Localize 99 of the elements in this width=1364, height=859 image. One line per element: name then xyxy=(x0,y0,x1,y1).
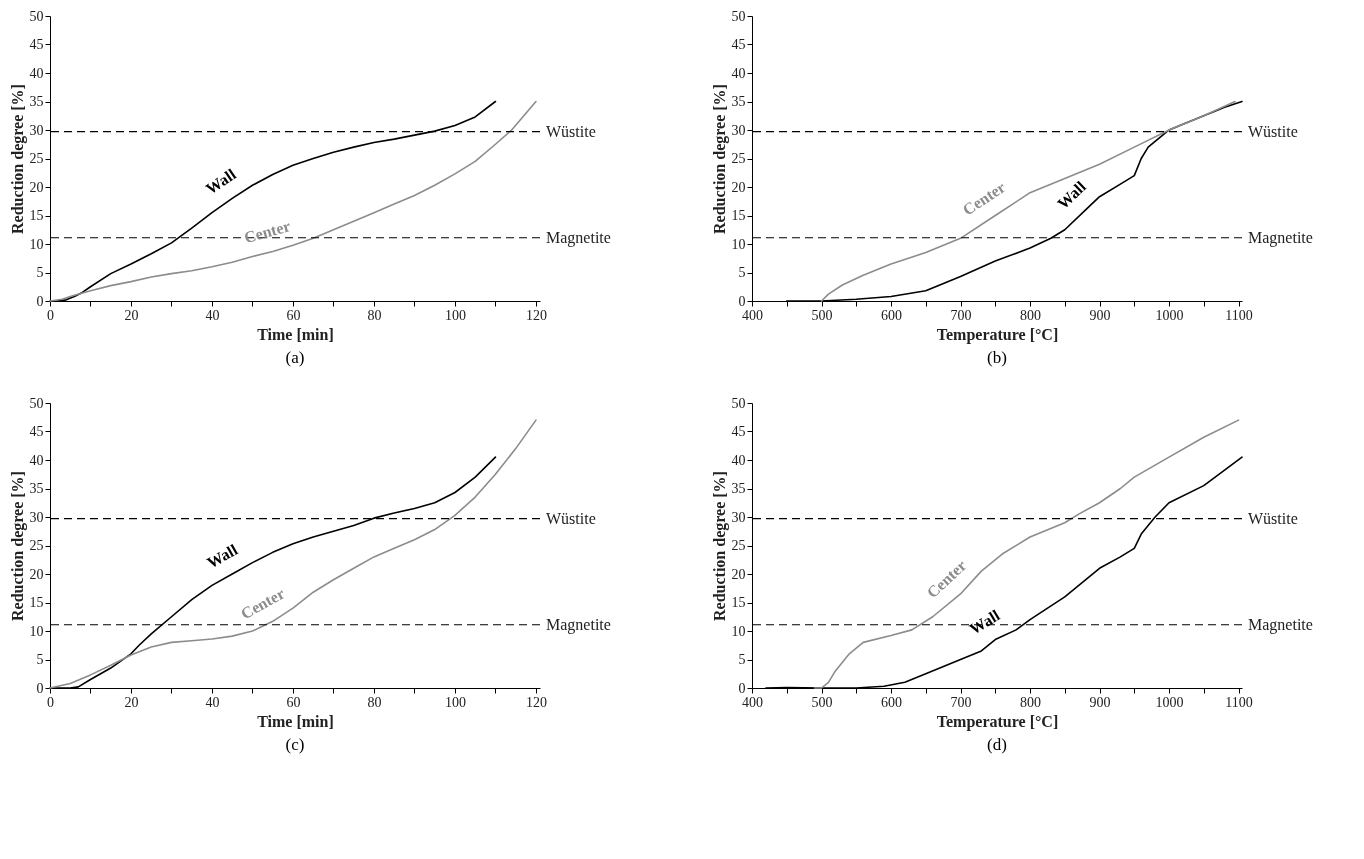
y-tick-label: 25 xyxy=(29,151,44,166)
x-tick-label: 700 xyxy=(950,307,972,323)
x-tick-label: 700 xyxy=(950,694,972,710)
x-tick-label: 0 xyxy=(47,307,54,323)
x-tick-label: 800 xyxy=(1020,307,1042,323)
y-tick-label: 0 xyxy=(36,680,44,696)
x-tick-label: 0 xyxy=(47,694,54,710)
text: Wall xyxy=(1054,177,1090,213)
x-axis-title: Temperature [°C] xyxy=(936,712,1059,731)
y-tick-label: 40 xyxy=(29,65,44,81)
x-tick-label: 1100 xyxy=(1225,694,1253,710)
x-tick-label: 120 xyxy=(525,694,547,710)
y-tick-label: 30 xyxy=(731,122,746,138)
y-tick-label: 5 xyxy=(738,652,746,667)
ref-line-label: Wüstite xyxy=(546,122,596,140)
x-tick-label: 80 xyxy=(367,694,382,710)
x-tick-label: 400 xyxy=(742,307,763,323)
x-tick-label: 80 xyxy=(367,307,382,323)
y-tick-label: 30 xyxy=(29,509,44,525)
y-tick-label: 50 xyxy=(29,8,44,24)
y-tick-label: 10 xyxy=(29,236,44,252)
x-tick-label: 1100 xyxy=(1225,307,1253,323)
y-tick-label: 50 xyxy=(29,395,44,411)
ref-line-label: Magnetite xyxy=(546,615,611,634)
y-axis-title: Reduction degree [%] xyxy=(8,471,27,621)
y-tick-label: 45 xyxy=(731,37,746,52)
x-tick-label: 400 xyxy=(742,694,763,710)
x-tick-label: 900 xyxy=(1089,307,1111,323)
text: (b) xyxy=(987,348,1007,367)
y-tick-label: 40 xyxy=(731,65,746,81)
y-tick-label: 20 xyxy=(731,179,746,195)
y-tick-label: 0 xyxy=(738,680,746,696)
y-tick-label: 50 xyxy=(731,395,746,411)
x-tick-label: 60 xyxy=(286,307,301,323)
y-axis-title: Reduction degree [%] xyxy=(710,471,729,621)
ref-line-label: Wüstite xyxy=(1248,122,1298,140)
ref-line-label: Wüstite xyxy=(546,509,596,527)
y-tick-label: 15 xyxy=(29,208,44,223)
y-tick-label: 5 xyxy=(36,652,44,667)
y-tick-label: 20 xyxy=(29,179,44,195)
y-tick-label: 10 xyxy=(29,623,44,639)
ref-line-label: Magnetite xyxy=(1248,615,1313,634)
y-tick-label: 40 xyxy=(29,452,44,468)
y-axis-title: Reduction degree [%] xyxy=(710,84,729,234)
y-tick-label: 30 xyxy=(29,122,44,138)
x-axis-title: Time [min] xyxy=(257,325,334,343)
y-tick-label: 15 xyxy=(731,208,746,223)
y-tick-label: 30 xyxy=(731,509,746,525)
y-tick-label: 35 xyxy=(731,94,746,109)
text: (c) xyxy=(285,735,305,754)
y-tick-label: 35 xyxy=(29,94,44,109)
x-tick-label: 40 xyxy=(205,307,220,323)
x-tick-label: 20 xyxy=(124,307,139,323)
y-tick-label: 5 xyxy=(738,265,746,280)
y-tick-label: 35 xyxy=(29,481,44,496)
ref-line-label: Magnetite xyxy=(546,228,611,247)
x-tick-label: 900 xyxy=(1089,694,1111,710)
x-axis-title: Time [min] xyxy=(257,712,334,730)
y-tick-label: 0 xyxy=(738,293,746,309)
x-tick-label: 1000 xyxy=(1155,307,1184,323)
y-tick-label: 35 xyxy=(731,481,746,496)
y-tick-label: 10 xyxy=(731,623,746,639)
x-tick-label: 60 xyxy=(286,694,301,710)
y-tick-label: 0 xyxy=(36,293,44,309)
y-tick-label: 15 xyxy=(29,595,44,610)
text: Wall xyxy=(966,606,1004,638)
y-tick-label: 25 xyxy=(731,151,746,166)
text: (a) xyxy=(285,348,305,367)
x-tick-label: 100 xyxy=(444,694,466,710)
text: (d) xyxy=(987,735,1007,754)
x-tick-label: 600 xyxy=(881,307,903,323)
x-tick-label: 500 xyxy=(811,307,833,323)
y-tick-label: 20 xyxy=(731,566,746,582)
x-tick-label: 600 xyxy=(881,694,903,710)
x-tick-label: 800 xyxy=(1020,694,1042,710)
text: Center xyxy=(242,217,293,247)
y-tick-label: 15 xyxy=(731,595,746,610)
y-axis-title: Reduction degree [%] xyxy=(8,84,27,234)
y-tick-label: 10 xyxy=(731,236,746,252)
y-tick-label: 50 xyxy=(731,8,746,24)
ref-line-label: Magnetite xyxy=(1248,228,1313,247)
y-tick-label: 25 xyxy=(731,538,746,553)
text: Wall xyxy=(202,165,240,198)
y-tick-label: 45 xyxy=(731,424,746,439)
x-tick-label: 500 xyxy=(811,694,833,710)
x-tick-label: 40 xyxy=(205,694,220,710)
x-tick-label: 20 xyxy=(124,694,139,710)
x-axis-title: Temperature [°C] xyxy=(936,325,1059,344)
x-tick-label: 1000 xyxy=(1155,694,1184,710)
ref-line-label: Wüstite xyxy=(1248,509,1298,527)
y-tick-label: 20 xyxy=(29,566,44,582)
y-tick-label: 5 xyxy=(36,265,44,280)
text: Wall xyxy=(204,540,241,572)
y-tick-label: 25 xyxy=(29,538,44,553)
y-tick-label: 45 xyxy=(29,424,44,439)
x-tick-label: 100 xyxy=(444,307,466,323)
x-tick-label: 120 xyxy=(525,307,547,323)
y-tick-label: 45 xyxy=(29,37,44,52)
y-tick-label: 40 xyxy=(731,452,746,468)
